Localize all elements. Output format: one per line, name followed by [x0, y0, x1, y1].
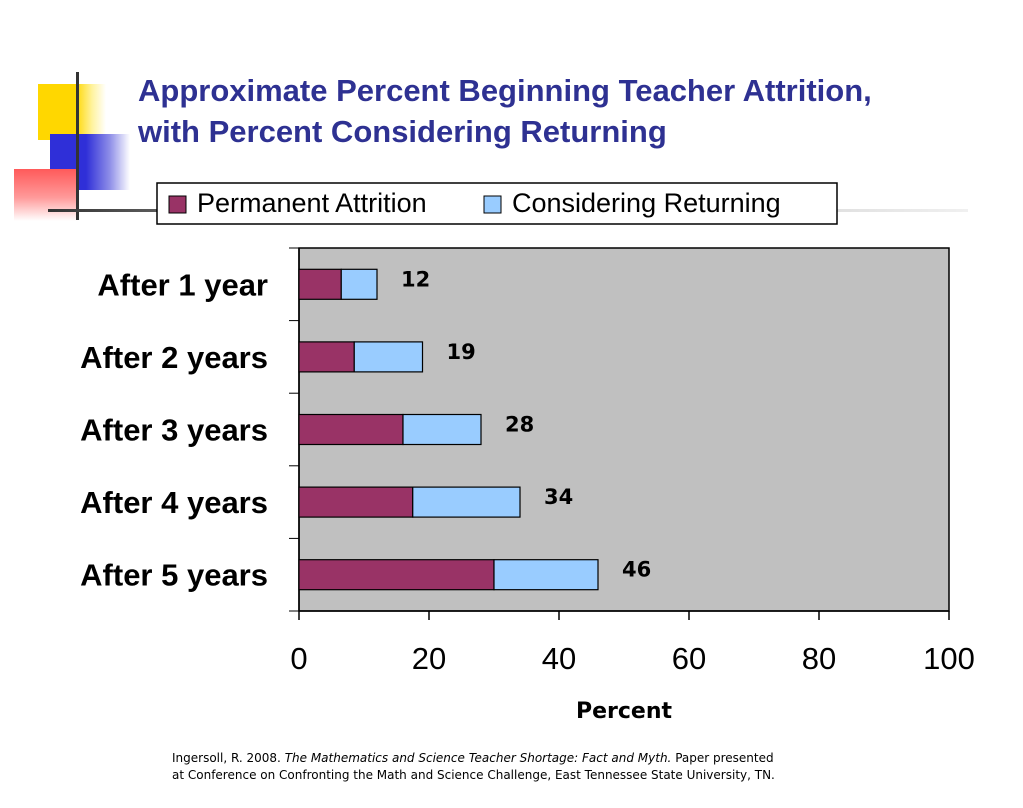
y-axis-category-label: After 3 years	[80, 413, 268, 448]
bar-segment	[412, 486, 521, 518]
bar-segment	[340, 268, 378, 300]
data-label-total: 46	[622, 558, 651, 582]
legend-swatch-permanent-attrition	[168, 195, 187, 214]
attrition-chart: Permanent Attrition Considering Returnin…	[80, 182, 975, 724]
data-label-total: 34	[544, 485, 573, 509]
y-axis-category-label: After 4 years	[80, 485, 268, 520]
x-axis-tick-label: 0	[290, 641, 307, 676]
citation-line-1: Ingersoll, R. 2008. The Mathematics and …	[172, 750, 872, 767]
x-axis-tick-label: 100	[923, 641, 975, 676]
bar-segment	[298, 413, 404, 446]
citation-line-2: at Conference on Confronting the Math an…	[172, 768, 775, 782]
decorative-red-square	[14, 169, 78, 221]
citation-title: The Mathematics and Science Teacher Shor…	[284, 751, 672, 765]
y-axis-category-label: After 1 year	[97, 267, 268, 302]
x-axis-tick-label: 80	[802, 641, 836, 676]
data-label-total: 28	[505, 413, 534, 437]
bar-segment	[402, 413, 482, 446]
y-axis-category-label: After 5 years	[80, 558, 268, 593]
legend-label-considering-returning: Considering Returning	[512, 188, 781, 218]
legend-label-permanent-attrition: Permanent Attrition	[197, 188, 427, 218]
citation-author: Ingersoll, R. 2008.	[172, 751, 285, 765]
bar-segment	[298, 486, 414, 518]
title-line-2: with Percent Considering Returning	[138, 114, 667, 149]
page-title: Approximate Percent Beginning Teacher At…	[138, 70, 978, 152]
bar-segment	[298, 268, 342, 300]
x-axis-title: Percent	[576, 699, 673, 724]
legend-swatch-considering-returning	[483, 195, 502, 214]
title-line-1: Approximate Percent Beginning Teacher At…	[138, 73, 872, 108]
bar-segment	[298, 559, 495, 591]
decorative-yellow-square	[38, 84, 106, 140]
x-axis-tick-label: 60	[672, 641, 706, 676]
chart-marks: After 1 year 12 After 2 years 19 After 3 yea…	[80, 247, 975, 676]
data-label-total: 19	[447, 340, 476, 364]
x-axis-tick-label: 20	[412, 641, 446, 676]
legend: Permanent Attrition Considering Returnin…	[156, 182, 838, 225]
bar-segment	[493, 559, 599, 591]
x-axis-tick-label: 40	[542, 641, 576, 676]
bar-segment	[298, 341, 355, 373]
decorative-vertical-line	[76, 72, 79, 220]
citation: Ingersoll, R. 2008. The Mathematics and …	[172, 750, 872, 784]
data-label-total: 12	[401, 267, 430, 291]
citation-suffix: Paper presented	[671, 751, 774, 765]
y-axis-category-label: After 2 years	[80, 340, 268, 375]
bar-segment	[353, 341, 424, 373]
